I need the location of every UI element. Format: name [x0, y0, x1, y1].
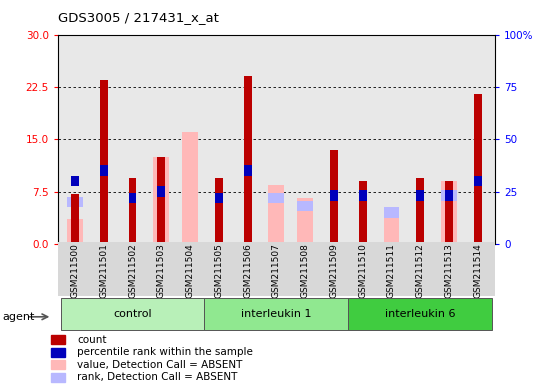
Bar [474, 176, 482, 186]
Bar [182, 132, 198, 244]
Bar [153, 157, 169, 244]
Bar [383, 207, 399, 218]
Text: GSM211513: GSM211513 [444, 243, 453, 298]
Bar [51, 372, 65, 382]
Text: GSM211512: GSM211512 [416, 243, 425, 298]
Bar [268, 185, 284, 244]
Bar [67, 197, 83, 207]
Text: GSM211508: GSM211508 [301, 243, 310, 298]
Bar [215, 177, 223, 244]
Bar [51, 348, 65, 356]
Text: rank, Detection Call = ABSENT: rank, Detection Call = ABSENT [77, 372, 238, 382]
Bar [67, 219, 83, 244]
Bar [297, 199, 313, 244]
Bar [268, 192, 284, 203]
Text: interleukin 1: interleukin 1 [241, 309, 312, 319]
Bar [330, 190, 338, 201]
Text: count: count [77, 334, 107, 344]
Bar [445, 190, 453, 201]
Bar [129, 177, 136, 244]
Bar [71, 176, 79, 186]
Bar [416, 177, 424, 244]
Bar [58, 242, 495, 296]
Bar [445, 181, 453, 244]
FancyBboxPatch shape [205, 298, 348, 330]
Text: value, Detection Call = ABSENT: value, Detection Call = ABSENT [77, 359, 243, 369]
Text: GSM211510: GSM211510 [358, 243, 367, 298]
Bar [359, 190, 367, 201]
Bar [441, 181, 457, 244]
Bar [157, 186, 165, 197]
Text: GSM211509: GSM211509 [329, 243, 338, 298]
Text: GSM211503: GSM211503 [157, 243, 166, 298]
Bar [71, 194, 79, 244]
Bar [129, 192, 136, 203]
Text: GSM211514: GSM211514 [473, 243, 482, 298]
Bar [359, 181, 367, 244]
Text: agent: agent [3, 312, 35, 322]
Text: GSM211504: GSM211504 [185, 243, 195, 298]
Bar [416, 190, 424, 201]
Bar [244, 76, 251, 244]
Text: GSM211505: GSM211505 [214, 243, 223, 298]
Bar [100, 166, 108, 176]
Bar [100, 80, 108, 244]
FancyBboxPatch shape [60, 298, 205, 330]
Bar [330, 150, 338, 244]
Text: GSM211501: GSM211501 [100, 243, 108, 298]
Bar [157, 157, 165, 244]
Bar [383, 212, 399, 244]
Bar [244, 166, 251, 176]
Text: control: control [113, 309, 152, 319]
FancyBboxPatch shape [348, 298, 492, 330]
Text: GSM211511: GSM211511 [387, 243, 396, 298]
Text: GSM211500: GSM211500 [70, 243, 80, 298]
Text: GSM211507: GSM211507 [272, 243, 281, 298]
Text: GDS3005 / 217431_x_at: GDS3005 / 217431_x_at [58, 12, 219, 25]
Bar [51, 335, 65, 344]
Text: interleukin 6: interleukin 6 [385, 309, 455, 319]
Bar [297, 201, 313, 212]
Text: GSM211502: GSM211502 [128, 243, 137, 298]
Text: percentile rank within the sample: percentile rank within the sample [77, 347, 253, 357]
Bar [215, 192, 223, 203]
Bar [474, 94, 482, 244]
Bar [441, 190, 457, 201]
Bar [51, 360, 65, 369]
Text: GSM211506: GSM211506 [243, 243, 252, 298]
